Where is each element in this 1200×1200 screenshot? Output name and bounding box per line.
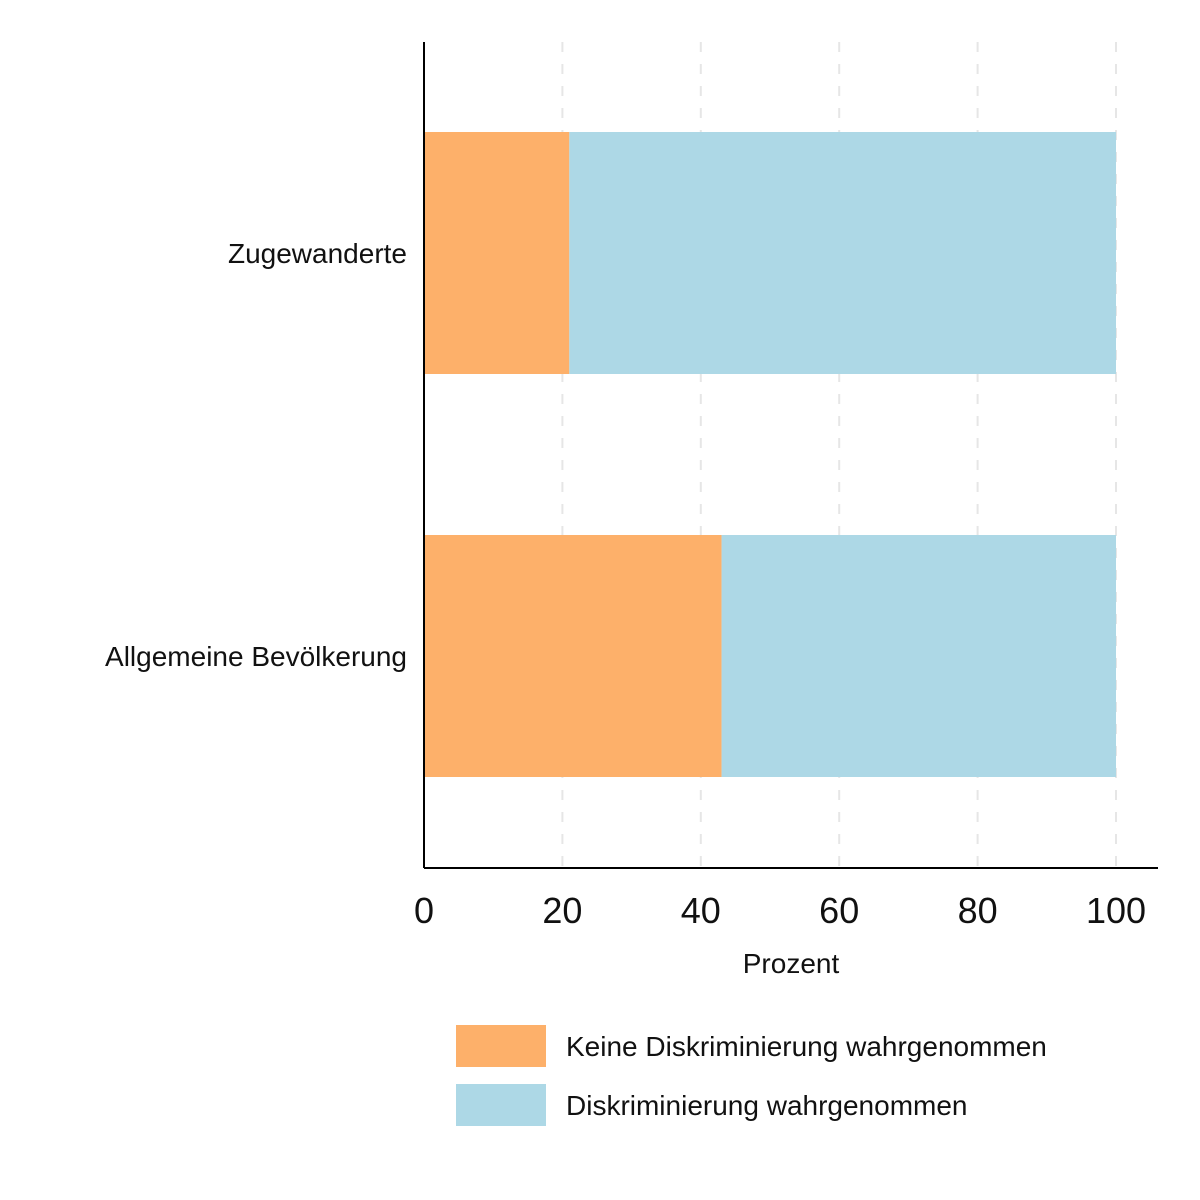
x-tick-label-80: 80 [958,890,998,931]
category-labels: Zugewanderte Allgemeine Bevölkerung [105,238,407,672]
bar-1-series-1 [424,132,570,374]
x-tick-label-20: 20 [542,890,582,931]
legend-swatch-1 [456,1025,546,1067]
category-label-2: Allgemeine Bevölkerung [105,641,407,672]
legend-label-2: Diskriminierung wahrgenommen [566,1090,968,1121]
bars [424,132,1116,777]
axes [423,42,1158,869]
legend-swatch-2 [456,1084,546,1126]
x-tick-label-60: 60 [819,890,859,931]
x-tick-labels: 0 20 40 60 80 100 [414,890,1146,931]
legend-label-1: Keine Diskriminierung wahrgenommen [566,1031,1047,1062]
x-tick-label-0: 0 [414,890,434,931]
bar-2-series-1 [424,535,722,777]
x-axis-title: Prozent [743,948,840,979]
legend: Keine Diskriminierung wahrgenommen Diskri… [456,1025,1047,1126]
bar-1-series-2 [569,132,1116,374]
bar-2-series-2 [721,535,1116,777]
x-tick-label-100: 100 [1086,890,1146,931]
category-label-1: Zugewanderte [228,238,407,269]
x-tick-label-40: 40 [681,890,721,931]
